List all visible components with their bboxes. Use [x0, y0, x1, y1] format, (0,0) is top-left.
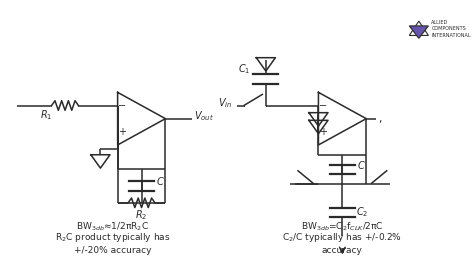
Text: ALLIED
COMPONENTS
INTERNATIONAL: ALLIED COMPONENTS INTERNATIONAL — [431, 20, 471, 38]
Text: R$_1$: R$_1$ — [40, 108, 52, 122]
Text: V$_{out}$: V$_{out}$ — [194, 109, 214, 123]
Polygon shape — [409, 26, 428, 38]
Text: C$_2$/C typically has +/-0.2%
accuracy: C$_2$/C typically has +/-0.2% accuracy — [283, 231, 402, 255]
Text: −: − — [118, 101, 127, 110]
Text: C: C — [157, 177, 164, 187]
Text: BW$_{3db}$≈1/2πR$_2$C: BW$_{3db}$≈1/2πR$_2$C — [76, 221, 149, 233]
Text: +: + — [319, 127, 327, 137]
Text: V$_{in}$: V$_{in}$ — [218, 96, 232, 110]
Polygon shape — [409, 21, 428, 35]
Text: R$_2$C product typically has
+/-20% accuracy: R$_2$C product typically has +/-20% accu… — [55, 231, 171, 255]
Text: C$_2$: C$_2$ — [356, 205, 368, 219]
Text: BW$_{3db}$=C$_2$f$_{CLK}$/2πC: BW$_{3db}$=C$_2$f$_{CLK}$/2πC — [301, 221, 384, 233]
Text: C$_1$: C$_1$ — [238, 62, 251, 76]
Text: +: + — [118, 127, 127, 137]
Text: ,: , — [378, 114, 381, 124]
Text: C: C — [358, 160, 365, 171]
Text: R$_2$: R$_2$ — [135, 208, 148, 222]
Text: −: − — [319, 101, 327, 110]
